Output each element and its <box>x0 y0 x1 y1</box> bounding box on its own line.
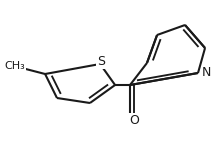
Text: S: S <box>97 55 105 68</box>
Text: O: O <box>130 114 139 127</box>
Text: N: N <box>202 66 211 79</box>
Text: CH₃: CH₃ <box>4 61 25 71</box>
